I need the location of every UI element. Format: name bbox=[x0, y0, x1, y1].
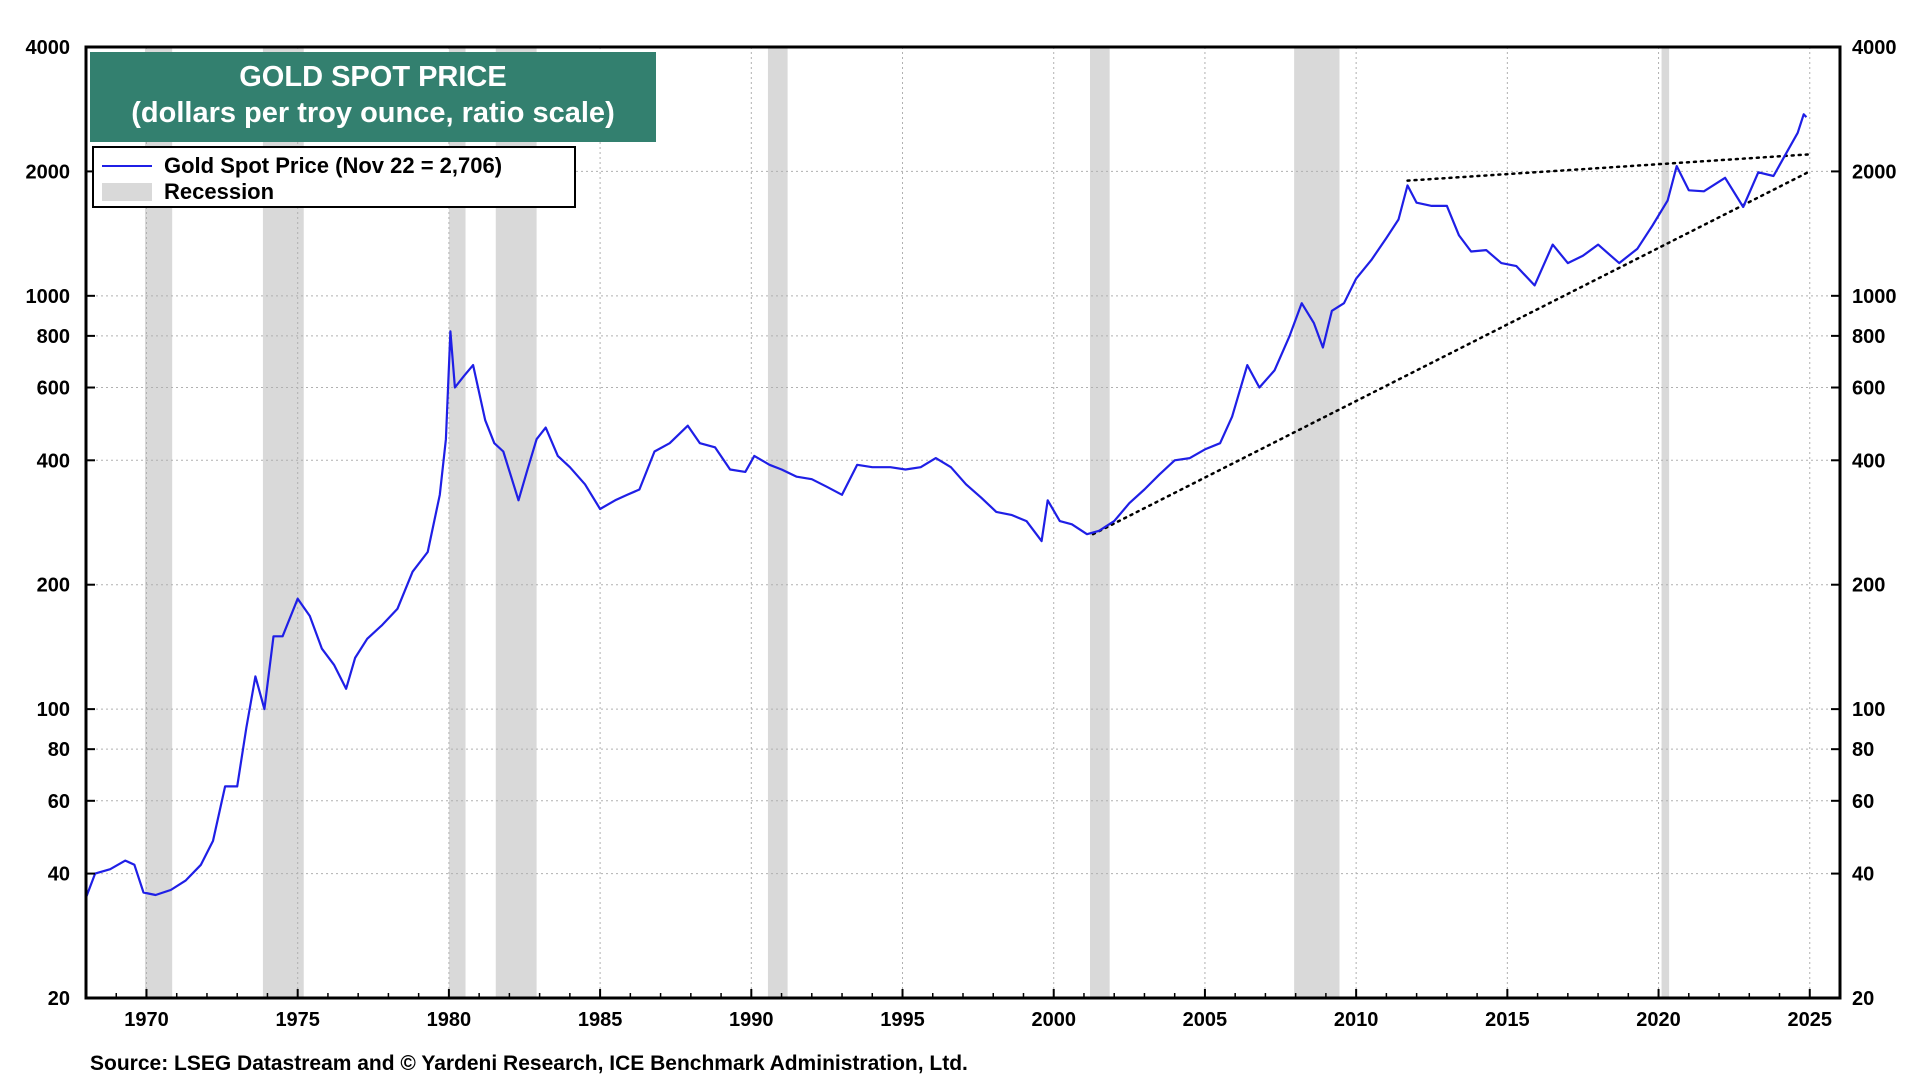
x-tick-label: 1970 bbox=[124, 1009, 169, 1031]
x-tick-label: 1985 bbox=[578, 1009, 623, 1031]
recession-band bbox=[767, 47, 788, 998]
legend-label-recession: Recession bbox=[164, 179, 275, 204]
recession-band bbox=[1661, 47, 1670, 998]
x-tick-label: 1995 bbox=[880, 1009, 925, 1031]
y-tick-label-left: 80 bbox=[48, 739, 70, 761]
legend-item-gold: Gold Spot Price (Nov 22 = 2,706) bbox=[102, 153, 503, 178]
trendline bbox=[1091, 170, 1812, 536]
y-tick-label-left: 200 bbox=[37, 575, 70, 597]
x-tick-label: 1990 bbox=[729, 1009, 774, 1031]
recession-band bbox=[1090, 47, 1110, 998]
trendlines bbox=[1091, 153, 1812, 536]
y-tick-label-left: 100 bbox=[37, 699, 70, 721]
y-tick-label-left: 2000 bbox=[26, 161, 71, 183]
y-tick-label-right: 200 bbox=[1852, 575, 1885, 597]
y-tick-label-right: 40 bbox=[1852, 864, 1874, 886]
x-tick-label: 2005 bbox=[1183, 1009, 1228, 1031]
axis-ticks bbox=[85, 46, 1841, 999]
y-tick-label-right: 20 bbox=[1852, 988, 1874, 1010]
legend-label-gold: Gold Spot Price (Nov 22 = 2,706) bbox=[164, 153, 503, 178]
x-tick-label: 2020 bbox=[1636, 1009, 1681, 1031]
source-note: Source: LSEG Datastream and © Yardeni Re… bbox=[90, 1052, 968, 1075]
y-tick-label-left: 600 bbox=[37, 378, 70, 400]
y-tick-label-left: 4000 bbox=[26, 37, 71, 59]
x-tick-label: 1980 bbox=[427, 1009, 472, 1031]
y-tick-label-left: 20 bbox=[48, 988, 70, 1010]
y-tick-label-left: 40 bbox=[48, 864, 70, 886]
y-tick-label-right: 60 bbox=[1852, 791, 1874, 813]
y-tick-label-right: 100 bbox=[1852, 699, 1885, 721]
y-tick-label-right: 2000 bbox=[1852, 161, 1897, 183]
y-tick-label-left: 800 bbox=[37, 326, 70, 348]
recession-band bbox=[448, 47, 466, 998]
legend-recession-swatch bbox=[102, 183, 152, 201]
y-tick-label-right: 800 bbox=[1852, 326, 1885, 348]
y-tick-label-right: 80 bbox=[1852, 739, 1874, 761]
legend-item-recession: Recession bbox=[102, 179, 275, 204]
x-tick-label: 2015 bbox=[1485, 1009, 1530, 1031]
recession-band bbox=[1294, 47, 1340, 998]
y-tick-label-right: 400 bbox=[1852, 450, 1885, 472]
x-tick-label: 2025 bbox=[1788, 1009, 1833, 1031]
x-tick-label: 1975 bbox=[275, 1009, 320, 1031]
y-tick-label-left: 1000 bbox=[26, 286, 71, 308]
y-tick-label-left: 60 bbox=[48, 791, 70, 813]
y-axis-left-labels: 20 40 60 80 100 200 400 600 800 1000 2000 4000 bbox=[26, 37, 71, 1010]
legend: Gold Spot Price (Nov 22 = 2,706) Recessi… bbox=[92, 146, 576, 208]
y-tick-label-right: 1000 bbox=[1852, 286, 1897, 308]
chart-subtitle: (dollars per troy ounce, ratio scale) bbox=[131, 97, 615, 129]
trendline bbox=[1406, 153, 1812, 182]
title-box: GOLD SPOT PRICE (dollars per troy ounce,… bbox=[90, 52, 656, 142]
x-axis-labels: 1970 1975 1980 1985 1990 1995 2000 2005 2010 2015… bbox=[124, 1009, 1832, 1031]
y-tick-label-right: 4000 bbox=[1852, 37, 1897, 59]
x-tick-label: 2000 bbox=[1031, 1009, 1076, 1031]
series-gold-spot-price bbox=[84, 113, 1808, 898]
y-axis-right-labels: 20 40 60 80 100 200 400 600 800 1000 2000 4000 bbox=[1852, 37, 1897, 1010]
series-line-gold bbox=[84, 113, 1808, 898]
legend-line-swatch bbox=[102, 165, 152, 167]
y-tick-label-left: 400 bbox=[37, 450, 70, 472]
x-tick-label: 2010 bbox=[1334, 1009, 1379, 1031]
y-tick-label-right: 600 bbox=[1852, 378, 1885, 400]
chart-title: GOLD SPOT PRICE bbox=[239, 61, 507, 93]
